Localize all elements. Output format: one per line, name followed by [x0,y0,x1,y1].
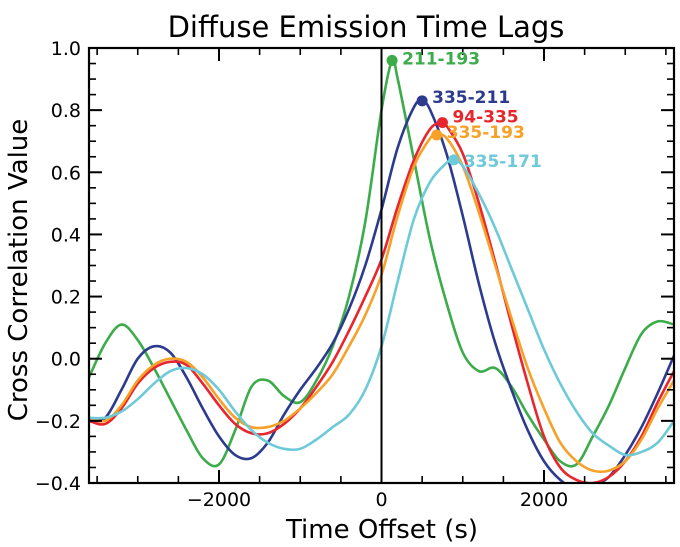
plot-area: −2000 0 2000 −0.4 −0.2 0.0 0.2 0.4 0.6 0.8 1.0 211… [35,38,676,511]
x-axis-label: Time Offset (s) [285,515,478,545]
peak-marker-335-193 [431,129,443,141]
series-label-335-171: 335-171 [464,152,542,172]
peak-marker-335-211 [416,95,428,107]
y-tick-label: 0.6 [51,162,81,184]
axes-group: −2000 0 2000 −0.4 −0.2 0.0 0.2 0.4 0.6 0.8 1.0 [35,38,676,511]
series-line-94-335 [89,120,674,483]
peak-marker-94-335 [436,117,448,129]
chart-title: Diffuse Emission Time Lags [168,10,565,44]
series-label-335-193: 335-193 [447,123,525,143]
peak-marker-335-171 [448,154,460,166]
series-line-335-211 [89,99,674,483]
x-tick-label: 2000 [520,489,568,511]
y-tick-label: 0.2 [51,287,81,309]
series-line-335-171 [89,158,674,457]
y-tick-label: 0.0 [51,349,81,371]
series-group [89,57,674,483]
y-tick-label: −0.4 [35,473,81,495]
series-line-211-193 [89,57,674,468]
x-tick-label: −2000 [187,489,251,511]
y-tick-label: −0.2 [35,411,81,433]
y-axis-label: Cross Correlation Value [4,119,34,422]
series-line-335-193 [89,133,674,474]
series-label-94-335: 94-335 [452,108,518,128]
x-tick-label: 0 [375,489,387,511]
series-label-211-193: 211-193 [402,49,480,69]
y-tick-label: 1.0 [51,38,81,60]
series-label-335-211: 335-211 [432,88,510,108]
y-tick-label: 0.4 [51,224,81,246]
y-tick-label: 0.8 [51,100,81,122]
peak-marker-211-193 [386,54,398,66]
